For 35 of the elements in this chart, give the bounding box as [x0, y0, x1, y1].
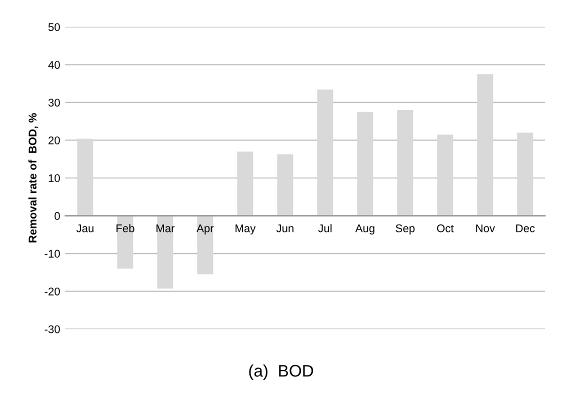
- y-tick-label: 30: [48, 98, 60, 107]
- bar: [197, 216, 214, 274]
- x-tick-label: Sep: [396, 224, 415, 234]
- y-tick-label: -30: [44, 325, 60, 334]
- y-tick-label: 20: [48, 136, 60, 144]
- y-tick-label: 40: [48, 60, 60, 69]
- x-tick-label: Dec: [516, 224, 535, 232]
- bar: [77, 138, 94, 216]
- x-tick-label: Jul: [318, 224, 332, 232]
- text: (a) BOD: [249, 364, 314, 380]
- y-tick-label: -10: [44, 250, 60, 258]
- bar: [477, 74, 494, 216]
- bar: [397, 110, 414, 216]
- x-tick-label: May: [236, 224, 256, 234]
- x-tick-label: Mar: [156, 224, 175, 232]
- bar: [237, 152, 254, 216]
- x-tick-label: Jau: [76, 224, 94, 232]
- bar: [437, 134, 454, 216]
- x-tick-label: Jun: [276, 224, 294, 232]
- x-tick-label: Aug: [355, 224, 374, 234]
- x-tick-label: Oct: [437, 224, 454, 232]
- bar: [277, 154, 294, 216]
- y-tick-label: -20: [44, 288, 60, 296]
- bar: [517, 132, 534, 216]
- y-tick-label: 0: [54, 212, 60, 220]
- bar: [317, 90, 334, 216]
- y-axis-title: Removal rate of BOD, %: [28, 113, 38, 242]
- bar: [357, 112, 374, 216]
- bar: [157, 216, 174, 289]
- y-tick-label: 10: [48, 174, 60, 182]
- x-tick-label: Nov: [476, 224, 495, 232]
- y-tick-label: 50: [48, 23, 60, 32]
- x-tick-label: Apr: [196, 224, 214, 234]
- bar: [117, 216, 134, 269]
- x-tick-label: Feb: [116, 224, 134, 232]
